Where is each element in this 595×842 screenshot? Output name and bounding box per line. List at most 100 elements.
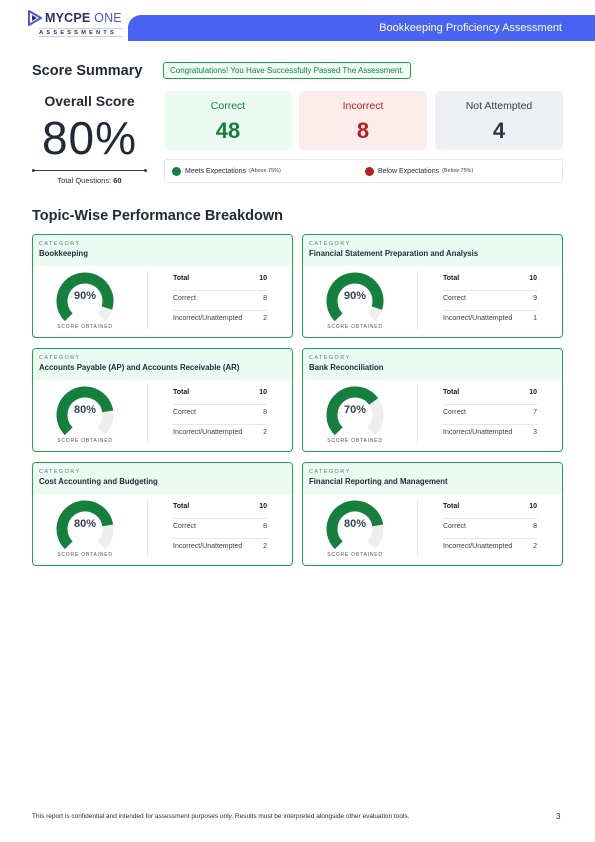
topic-card-header: CATEGORY Financial Reporting and Managem… [303,463,562,494]
gauge-fill [56,272,114,322]
incorrect-row: Incorrect/Unattempted 3 [443,429,537,436]
topic-score: 90% [343,290,367,302]
overall-score: Overall Score 80% Total Questions: 60 [32,93,147,185]
gauge-fill [326,272,384,322]
page-number: 3 [556,812,561,821]
category-name: Cost Accounting and Budgeting [39,477,158,486]
topic-card: CATEGORY Bookkeeping 90% SCORE OBTAINED … [32,234,293,338]
topic-card: CATEGORY Financial Reporting and Managem… [302,462,563,566]
topic-card: CATEGORY Accounts Payable (AP) and Accou… [32,348,293,452]
total-value: 10 [259,275,267,282]
card-divider [417,385,418,443]
topic-score: 80% [73,518,97,530]
score-gauge [326,500,384,550]
total-row: Total 10 [443,499,537,519]
category-name: Bookkeeping [39,249,88,258]
category-name: Financial Statement Preparation and Anal… [309,249,479,258]
total-value: 10 [529,503,537,510]
gauge-fill [326,500,384,550]
footer-disclaimer: This report is confidential and intended… [32,813,410,820]
total-value: 10 [259,389,267,396]
legend-meets: Meets Expectations (Above 75%) [172,166,281,176]
incorrect-count: 1 [533,315,537,322]
correct-count: 8 [533,523,537,530]
card-divider [147,385,148,443]
incorrect-label: Incorrect [342,100,384,112]
correct-count: 9 [533,295,537,302]
correct-label: Correct [210,100,246,112]
card-divider [417,499,418,557]
incorrect-count: 2 [263,315,267,322]
incorrect-row: Incorrect/Unattempted 2 [443,543,537,550]
breakdown-title: Topic-Wise Performance Breakdown [32,208,283,224]
gauge-fill [56,500,114,550]
red-dot-icon [365,166,374,176]
category-name: Accounts Payable (AP) and Accounts Recei… [39,363,240,372]
topic-card-header: CATEGORY Bank Reconciliation [303,349,562,380]
correct-card: Correct 48 [164,91,292,150]
overall-score-value: 80% [41,112,138,164]
card-divider [147,271,148,329]
incorrect-value: 8 [356,118,370,143]
page-header: MYCPE ONE ASSESSMENTS Bookkeeping Profic… [0,0,595,44]
topic-card-header: CATEGORY Bookkeeping [33,235,292,266]
total-row: Total 10 [173,385,267,405]
total-value: 10 [529,275,537,282]
incorrect-count: 2 [263,429,267,436]
topic-score: 70% [343,404,367,416]
score-gauge [56,272,114,322]
not-attempted-value: 4 [492,118,506,143]
score-summary-title: Score Summary [32,63,143,79]
score-caption: SCORE OBTAINED [57,552,113,558]
incorrect-count: 2 [263,543,267,550]
score-caption: SCORE OBTAINED [327,438,383,444]
total-questions: Total Questions: 60 [57,176,122,185]
total-value: 10 [529,389,537,396]
correct-row: Correct 8 [173,405,267,425]
topic-card: CATEGORY Cost Accounting and Budgeting 8… [32,462,293,566]
topic-score: 90% [73,290,97,302]
incorrect-count: 3 [533,429,537,436]
incorrect-row: Incorrect/Unattempted 2 [173,315,267,322]
incorrect-row: Incorrect/Unattempted 2 [173,543,267,550]
pass-message-badge: Congratulations! You Have Successfully P… [163,62,411,79]
correct-value: 48 [215,118,241,143]
incorrect-count: 2 [533,543,537,550]
category-label: CATEGORY [309,355,351,361]
not-attempted-label: Not Attempted [465,100,533,112]
gauge-fill [56,386,114,436]
card-divider [147,499,148,557]
overall-score-label: Overall Score [44,93,135,109]
incorrect-row: Incorrect/Unattempted 1 [443,315,537,322]
category-label: CATEGORY [39,469,81,475]
correct-row: Correct 8 [443,519,537,539]
total-value: 10 [259,503,267,510]
legend-below: Below Expectations (Below 75%) [365,166,473,176]
play-logo-icon [28,10,42,26]
topic-score: 80% [343,518,367,530]
incorrect-card: Incorrect 8 [299,91,427,150]
total-row: Total 10 [173,271,267,291]
total-row: Total 10 [443,271,537,291]
score-legend: Meets Expectations (Above 75%) Below Expe… [164,159,563,183]
brand-name: MYCPE ONE [45,11,122,25]
correct-row: Correct 8 [173,291,267,311]
category-name: Bank Reconciliation [309,363,384,372]
score-caption: SCORE OBTAINED [327,324,383,330]
category-label: CATEGORY [309,469,351,475]
correct-count: 8 [263,295,267,302]
overall-score-divider [32,168,147,172]
topic-card-header: CATEGORY Financial Statement Preparation… [303,235,562,266]
correct-row: Correct 9 [443,291,537,311]
topic-card-header: CATEGORY Cost Accounting and Budgeting [33,463,292,494]
score-gauge [326,272,384,322]
score-gauge [56,500,114,550]
brand-logo: MYCPE ONE ASSESSMENTS [28,10,128,42]
total-row: Total 10 [173,499,267,519]
topic-card-header: CATEGORY Accounts Payable (AP) and Accou… [33,349,292,380]
gauge-fill [326,386,379,436]
topic-card: CATEGORY Bank Reconciliation 70% SCORE O… [302,348,563,452]
correct-row: Correct 8 [173,519,267,539]
correct-count: 8 [263,523,267,530]
score-caption: SCORE OBTAINED [57,438,113,444]
